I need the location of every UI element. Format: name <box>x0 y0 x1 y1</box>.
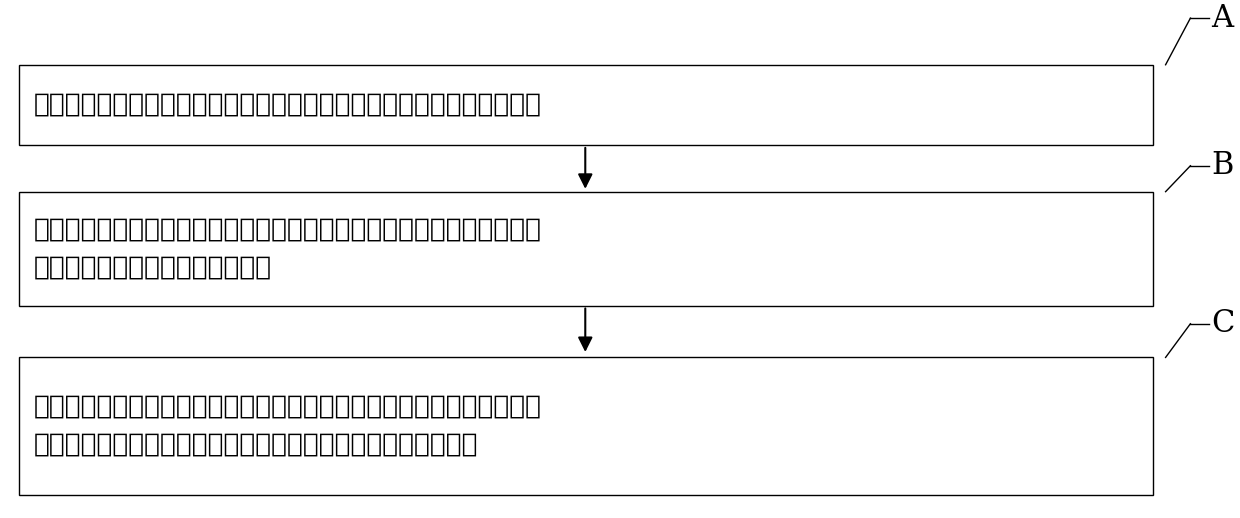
Bar <box>19 65 1153 145</box>
Text: C: C <box>1211 308 1235 339</box>
Bar <box>19 357 1153 495</box>
Bar <box>19 192 1153 306</box>
Text: B: B <box>1211 150 1234 181</box>
Text: 前置放大电路将裂变室输出的信号放大，得到放大的脉冲或脉冲叠加信号: 前置放大电路将裂变室输出的信号放大，得到放大的脉冲或脉冲叠加信号 <box>33 92 542 118</box>
Text: 数字化处理装置中的高速模拟信号采集单元采集所述前置放大电路的输出
信号，并将其转换为数字信号输出: 数字化处理装置中的高速模拟信号采集单元采集所述前置放大电路的输出 信号，并将其转… <box>33 217 542 281</box>
Text: 数字化处理装置中的信号处理单元确定所述数字信号的均方根值，进而根
据所述均方根值和预设的中子通量量程的标定系数获取中子通量: 数字化处理装置中的信号处理单元确定所述数字信号的均方根值，进而根 据所述均方根值… <box>33 394 542 458</box>
Text: A: A <box>1211 3 1234 34</box>
